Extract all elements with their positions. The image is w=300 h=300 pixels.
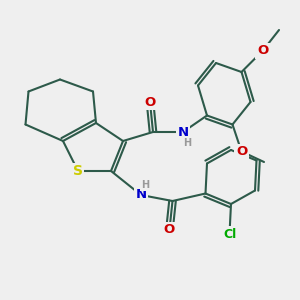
Text: N: N bbox=[135, 188, 147, 202]
Text: O: O bbox=[236, 145, 247, 158]
Text: N: N bbox=[177, 125, 189, 139]
Text: O: O bbox=[144, 95, 156, 109]
Text: O: O bbox=[257, 44, 268, 58]
Text: O: O bbox=[164, 223, 175, 236]
Text: H: H bbox=[183, 137, 192, 148]
Text: S: S bbox=[73, 164, 83, 178]
Text: Cl: Cl bbox=[223, 227, 236, 241]
Text: H: H bbox=[141, 179, 150, 190]
